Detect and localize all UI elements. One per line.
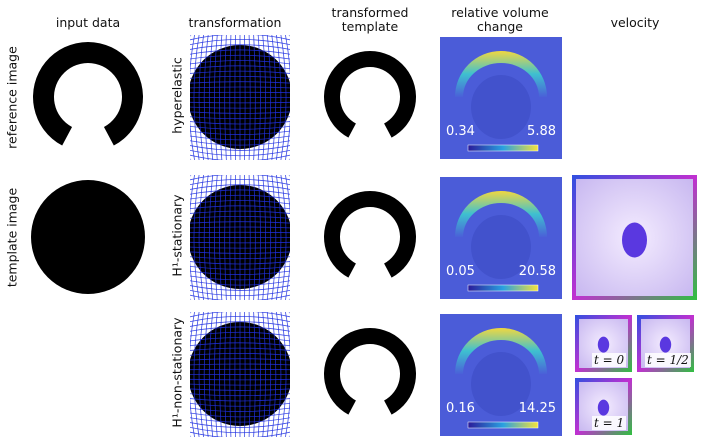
column-header: transformation <box>180 16 290 30</box>
deformation-grid <box>184 169 297 306</box>
colorbar <box>468 422 538 428</box>
grid-line <box>184 35 190 160</box>
colorbar-min: 0.05 <box>446 264 475 279</box>
disk-shape <box>31 180 145 294</box>
method-label: hyperelastic <box>170 26 185 166</box>
row-label: reference image <box>5 28 20 168</box>
velocity-blob <box>622 223 647 258</box>
drawings <box>31 29 697 442</box>
column-header: velocity <box>580 16 690 30</box>
deformation-grid <box>184 306 297 442</box>
colorbar <box>468 145 538 151</box>
volume-inner <box>471 75 531 139</box>
time-label: t = 1 <box>592 416 626 430</box>
grid-line <box>184 312 190 437</box>
method-label: H¹-stationary <box>170 166 185 306</box>
grid-line <box>290 35 296 160</box>
column-header: transformed template <box>320 6 420 34</box>
ring-shape <box>324 191 416 278</box>
velocity-blob <box>660 337 671 353</box>
time-label: t = 0 <box>592 353 626 367</box>
velocity-blob <box>598 337 609 353</box>
ring-shape <box>33 42 143 146</box>
column-header: relative volume change <box>450 6 550 34</box>
colorbar <box>468 285 538 291</box>
grid-line <box>190 169 290 175</box>
colorbar-min: 0.16 <box>446 401 475 416</box>
grid-line <box>190 160 290 166</box>
grid-line <box>190 300 290 306</box>
colorbar-min: 0.34 <box>446 124 475 139</box>
velocity-blob <box>598 400 609 416</box>
colorbar-max: 5.88 <box>527 124 556 139</box>
column-header: input data <box>33 16 143 30</box>
grid-line <box>290 312 296 437</box>
grid-line <box>190 437 290 442</box>
ring-shape <box>324 328 416 415</box>
deformation-grid <box>184 29 297 167</box>
grid-line <box>190 306 290 312</box>
time-label: t = 1/2 <box>645 353 691 367</box>
row-label: template image <box>5 168 20 308</box>
ring-shape <box>324 51 416 138</box>
colorbar-max: 14.25 <box>519 401 556 416</box>
grid-line <box>184 175 190 300</box>
grid-line <box>290 175 296 300</box>
colorbar-max: 20.58 <box>519 264 556 279</box>
method-label: H¹-non-stationary <box>170 303 185 443</box>
